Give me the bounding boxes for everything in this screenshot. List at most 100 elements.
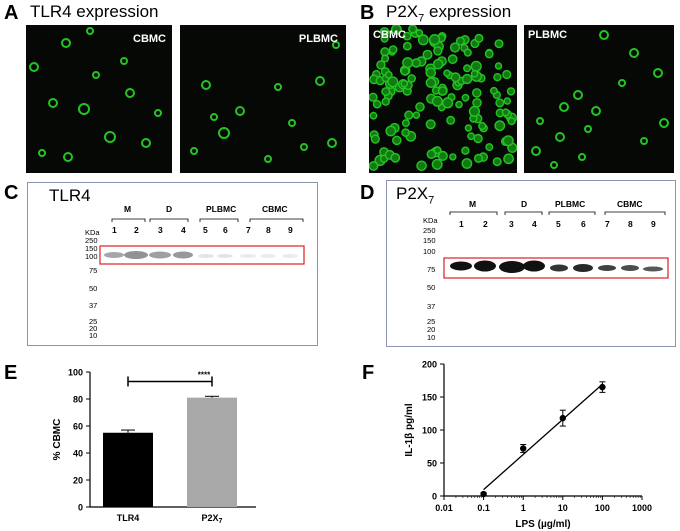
fluorescent-cell — [416, 160, 427, 172]
blot-c-lane-4: 4 — [181, 225, 186, 235]
micrograph-b-cbmc-label: CBMC — [373, 29, 406, 41]
blot-c-lane-9: 9 — [288, 225, 293, 235]
blot-d-marker-37: 37 — [427, 302, 436, 311]
fluorescent-cell — [470, 60, 482, 72]
fluorescent-cell — [390, 152, 401, 163]
y-tick-label: 150 — [422, 393, 437, 403]
y-tick-label: 100 — [68, 368, 83, 378]
fluorescent-cell — [384, 71, 393, 79]
fluorescent-cell — [455, 100, 463, 109]
fluorescent-cell — [369, 111, 378, 120]
y-tick-label: 0 — [432, 492, 437, 502]
blot-c-marker-10: 10 — [89, 331, 98, 340]
fluorescent-cell — [449, 153, 457, 161]
fluorescent-cell — [431, 158, 443, 170]
fluorescent-cell — [494, 120, 506, 132]
fluorescent-cell — [495, 98, 505, 108]
fluorescent-cell — [449, 42, 461, 53]
significance-annotation: **** — [198, 370, 211, 379]
western-blot-c: TLR4 KDa 250 150 100 75 50 37 25 20 10 M… — [27, 182, 318, 346]
x-category-label: P2X7 — [202, 513, 223, 525]
fluorescent-cell — [450, 72, 461, 83]
fluorescent-cell — [401, 128, 410, 137]
blot-c-group-d: D — [166, 204, 173, 214]
micrograph-b-plbmc-cells — [531, 30, 669, 169]
bar — [187, 397, 237, 507]
blot-c-lane-6: 6 — [223, 225, 228, 235]
fluorescent-cell — [507, 117, 516, 126]
fluorescent-cell — [441, 97, 454, 109]
blot-d-lane-9: 9 — [651, 219, 656, 229]
micrograph-b-plbmc-label: PLBMC — [528, 29, 568, 41]
fluorescent-cell — [443, 69, 451, 77]
micrograph-b-plbmc: PLBMC — [524, 25, 674, 173]
x-tick-label: 10 — [558, 503, 568, 513]
blot-c-lane-2: 2 — [134, 225, 139, 235]
fluorescent-cell — [492, 157, 502, 167]
blot-d-lane-5: 5 — [556, 219, 561, 229]
fluorescent-cell — [461, 146, 470, 155]
fluorescent-cell — [380, 34, 389, 43]
scatter-chart-f: 0 50 100 150 200 0.01 0.1 1 10 100 1000 LPS (µg/ml)… — [404, 360, 652, 531]
fluorescent-cell — [381, 87, 391, 97]
fluorescent-cell — [417, 34, 429, 46]
micrograph-a-cbmc-label: CBMC — [133, 33, 166, 45]
fluorescent-cell — [391, 135, 402, 146]
fluorescent-cell — [402, 31, 412, 41]
blot-c-marker-37: 37 — [89, 301, 98, 310]
fluorescent-cell — [501, 108, 510, 117]
blot-d-marker-250: 250 — [423, 226, 436, 235]
fluorescent-cell — [473, 133, 483, 144]
blot-d-lane-2: 2 — [483, 219, 488, 229]
fluorescent-cell — [455, 36, 465, 46]
blot-c-kda-header: KDa — [85, 228, 100, 237]
x-tick-label: 0.01 — [435, 503, 453, 513]
panel-b-title-tail: expression — [424, 2, 512, 21]
y-tick-label: 200 — [422, 360, 437, 370]
panel-letter-e: E — [4, 362, 18, 384]
micrograph-a-plbmc-label: PLBMC — [298, 33, 338, 45]
fluorescent-cell — [468, 105, 481, 118]
fluorescent-cell — [415, 102, 425, 112]
y-tick-label: 40 — [73, 449, 83, 459]
fluorescent-cell — [388, 45, 398, 54]
blot-d-marker-100: 100 — [423, 247, 436, 256]
panel-letter-b: B — [360, 2, 375, 24]
blot-c-group-m: M — [124, 204, 132, 214]
fluorescent-cell — [494, 39, 504, 49]
fluorescent-cell — [370, 134, 380, 144]
fluorescent-cell — [437, 86, 448, 96]
fluorescent-cell — [428, 34, 441, 46]
blot-d-lane-1: 1 — [459, 219, 464, 229]
blot-d-title-main: P2X — [396, 184, 429, 203]
y-tick-label: 80 — [73, 395, 83, 405]
blot-d-marker-150: 150 — [423, 236, 436, 245]
blot-c-marker-25: 25 — [89, 317, 98, 326]
blot-d-group-cbmc: CBMC — [617, 199, 643, 209]
x-tick-label: 100 — [595, 503, 610, 513]
fluorescent-cell — [433, 146, 442, 155]
micrograph-a-plbmc: PLBMC — [180, 25, 346, 173]
blot-d-group-d: D — [521, 199, 528, 209]
blot-c-lane-8: 8 — [266, 225, 271, 235]
blot-c-lane-3: 3 — [158, 225, 163, 235]
y-tick-label: 50 — [427, 459, 437, 469]
fluorescent-cell — [415, 29, 424, 37]
fluorescent-cell — [461, 158, 473, 169]
fluorescent-cell — [464, 124, 473, 132]
blot-c-marker-20: 20 — [89, 324, 98, 333]
fluorescent-cell — [404, 110, 414, 120]
fluorescent-cell — [463, 48, 472, 57]
x-tick-label: 0.1 — [477, 503, 490, 513]
blot-d-lane-3: 3 — [509, 219, 514, 229]
blot-c-title: TLR4 — [49, 186, 91, 205]
blot-c-marker-150: 150 — [85, 244, 98, 253]
y-axis-label: IL-1β pg/ml — [404, 403, 415, 457]
micrograph-a-cbmc: CBMC — [26, 25, 172, 173]
micrograph-a-cbmc-cells — [29, 27, 162, 162]
fluorescent-cell — [369, 92, 378, 102]
fluorescent-cell — [484, 49, 494, 59]
fluorescent-cell — [473, 153, 484, 164]
western-blot-d: P2X7 KDa 250 150 100 75 50 37 25 20 10 M… — [386, 180, 676, 347]
fluorescent-cell — [422, 49, 433, 60]
